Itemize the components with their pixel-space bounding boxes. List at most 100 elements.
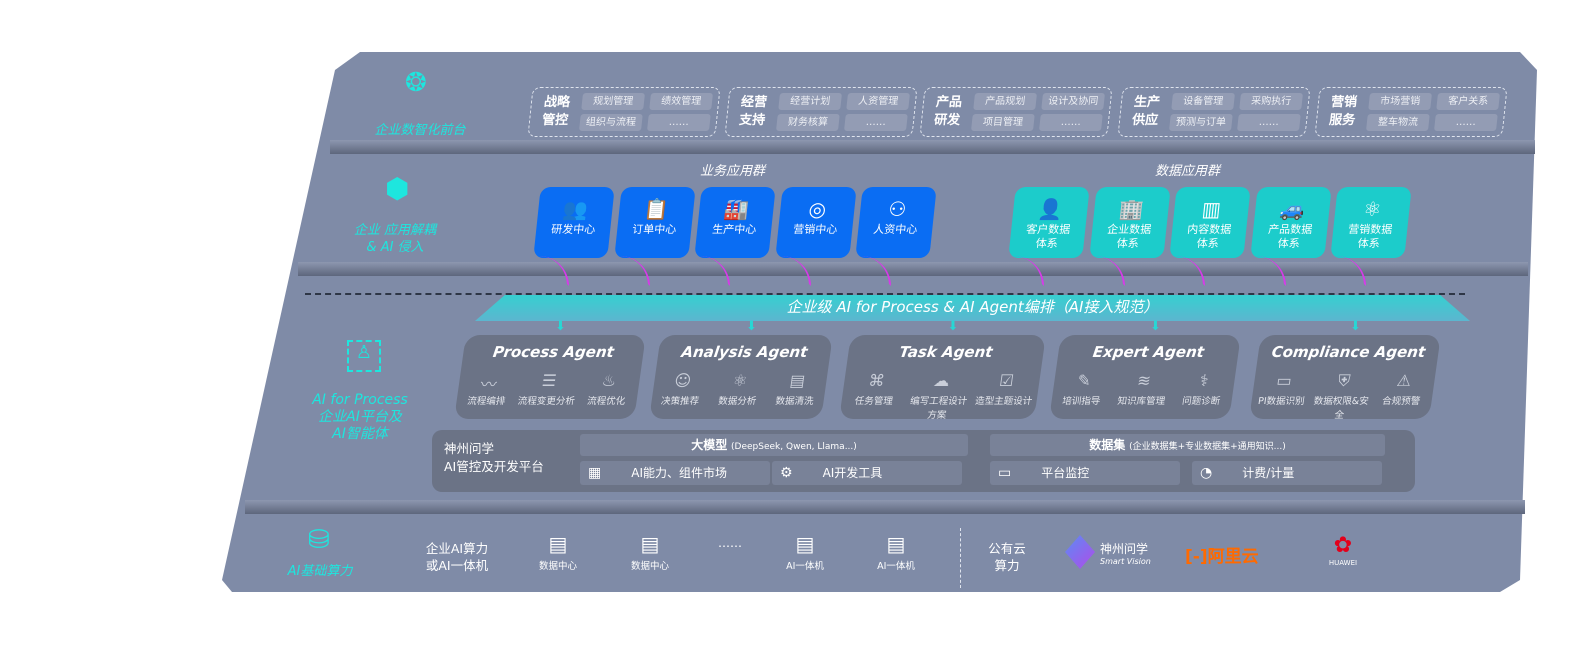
app-tile-label: 人资中心 bbox=[872, 223, 918, 236]
orchestration-bar: 企业级 AI for Process & AI Agent编排（AI接入规范） bbox=[475, 295, 1470, 321]
agent-capability[interactable]: ☰ 流程变更分析 bbox=[516, 371, 580, 407]
server-icon: ▤ bbox=[640, 532, 660, 556]
vendor-huawei: ✿ HUAWEI bbox=[1326, 533, 1360, 567]
agent-capability[interactable]: ☺ 决策推荐 bbox=[651, 371, 713, 407]
agent-capability[interactable]: ▤ 数据清洗 bbox=[765, 371, 827, 407]
capability-chip[interactable]: 产品规划 bbox=[973, 93, 1037, 110]
down-arrow-icon: ⬇ bbox=[1350, 319, 1361, 334]
list-icon: ☰ bbox=[540, 371, 558, 390]
capability-chip[interactable]: 项目管理 bbox=[971, 114, 1035, 131]
optimize-icon: ♨ bbox=[600, 371, 618, 390]
capability-chip[interactable]: 整车物流 bbox=[1366, 114, 1430, 131]
agent-capability[interactable]: ⛨ 数据权限&安全 bbox=[1309, 371, 1375, 421]
app-tile[interactable]: 📋 订单中心 bbox=[613, 187, 696, 258]
capability-chip[interactable]: 设计及协同 bbox=[1041, 93, 1105, 110]
agent-capability[interactable]: ⚠ 合规预警 bbox=[1371, 371, 1435, 407]
app-tile[interactable]: ⚛ 营销数据体系 bbox=[1330, 187, 1412, 258]
model-header: 大模型 (DeepSeek, Qwen, Llama...) bbox=[580, 434, 968, 456]
capability-chip[interactable]: 市场营销 bbox=[1368, 93, 1432, 110]
agent-card[interactable]: Expert Agent ✎ 培训指导 ≋ 知识库管理 ⚕ 问题诊断 bbox=[1049, 335, 1241, 419]
network-icon: ⌘ bbox=[867, 371, 887, 390]
target-icon: ◎ bbox=[806, 197, 827, 221]
layer-label-ai: AI for Process 企业AI平台及 AI智能体 bbox=[312, 392, 408, 442]
capability-label: 问题诊断 bbox=[1181, 396, 1221, 407]
app-tile[interactable]: ▥ 内容数据体系 bbox=[1169, 187, 1251, 258]
agent-capability[interactable]: ✎ 培训指导 bbox=[1051, 371, 1115, 407]
capability-chip[interactable]: 设备管理 bbox=[1171, 93, 1235, 110]
layer-label-front: 企业数智化前台 bbox=[374, 123, 466, 138]
market-icon: ▦ bbox=[588, 465, 602, 481]
agent-capability[interactable]: ⚛ 数据分析 bbox=[708, 371, 770, 407]
capability-chip[interactable]: …… bbox=[844, 114, 908, 131]
agent-title: Analysis Agent bbox=[680, 343, 809, 361]
agent-capability[interactable]: ⚕ 问题诊断 bbox=[1171, 371, 1235, 407]
compute-node: …… bbox=[700, 532, 760, 550]
capability-label: 造型主题设计 bbox=[974, 396, 1033, 407]
server-icon: ▤ bbox=[886, 532, 906, 556]
capability-chip[interactable]: 组织与流程 bbox=[579, 114, 643, 131]
compute-node-label: 数据中心 bbox=[630, 561, 669, 572]
training-icon: ✎ bbox=[1076, 371, 1093, 390]
capability-label: 流程变更分析 bbox=[516, 396, 576, 407]
app-tile[interactable]: 👤 客户数据体系 bbox=[1008, 187, 1090, 258]
agent-capability[interactable]: ▭ PI数据识别 bbox=[1251, 371, 1315, 407]
capability-chip[interactable]: 经营计划 bbox=[778, 93, 842, 110]
app-tile-label: 研发中心 bbox=[550, 223, 596, 236]
agent-card[interactable]: Task Agent ⌘ 任务管理 ☁ 编写工程设计方案 ☑ 造型主题设计 bbox=[839, 335, 1046, 421]
app-tile[interactable]: 👥 研发中心 bbox=[533, 187, 615, 258]
agent-card[interactable]: Analysis Agent ☺ 决策推荐 ⚛ 数据分析 ▤ 数据清洗 bbox=[649, 335, 833, 419]
platform-item[interactable]: ▦ AI能力、组件市场 bbox=[580, 461, 770, 485]
capability-label: 合规预警 bbox=[1381, 396, 1421, 407]
vertical-divider bbox=[960, 528, 961, 588]
agent-capability[interactable]: ⌘ 任务管理 bbox=[841, 371, 910, 407]
capability-chip[interactable]: …… bbox=[1434, 114, 1498, 131]
capability-label: 编写工程设计方案 bbox=[909, 396, 968, 421]
head-icon: ☺ bbox=[673, 371, 693, 390]
capability-chip[interactable]: 客户关系 bbox=[1436, 93, 1500, 110]
compute-node-label: 数据中心 bbox=[538, 561, 577, 572]
capability-label: 数据分析 bbox=[717, 396, 757, 407]
capability-chip[interactable]: 采购执行 bbox=[1239, 93, 1303, 110]
capability-chip[interactable]: 预测与订单 bbox=[1169, 114, 1233, 131]
layer-divider bbox=[298, 262, 1528, 276]
platform-item[interactable]: ◔ 计费/计量 bbox=[1192, 461, 1382, 485]
app-tile[interactable]: ⚇ 人资中心 bbox=[855, 187, 937, 258]
agent-capability[interactable]: ≋ 知识库管理 bbox=[1111, 371, 1175, 407]
dev-tool-icon: ⚙ bbox=[780, 465, 793, 481]
agent-capability[interactable]: 〰流程编排 bbox=[456, 371, 520, 407]
front-group: 经营支持 经营计划 人资管理 财务核算…… bbox=[724, 87, 918, 137]
dataset-header: 数据集 (企业数据集+专业数据集+通用知识...) bbox=[990, 434, 1385, 456]
ellipsis: …… bbox=[718, 536, 742, 550]
app-tile-label: 企业数据体系 bbox=[1106, 223, 1152, 250]
app-tile[interactable]: ◎ 营销中心 bbox=[774, 187, 857, 258]
agent-title: Task Agent bbox=[898, 343, 994, 361]
capability-chip[interactable]: …… bbox=[1237, 114, 1301, 131]
capability-chip[interactable]: 财务核算 bbox=[776, 114, 840, 131]
shield-icon: ⛨ bbox=[1336, 371, 1352, 390]
app-tile[interactable]: 🏭 生产中心 bbox=[694, 187, 776, 258]
capability-label: 培训指导 bbox=[1061, 396, 1102, 407]
server-icon: ▤ bbox=[795, 532, 815, 556]
vendor-smart-vision: 神州问学 Smart Vision bbox=[1100, 542, 1151, 566]
agent-card[interactable]: Compliance Agent ▭ PI数据识别 ⛨ 数据权限&安全 ⚠ 合规预警 bbox=[1249, 335, 1441, 421]
capability-chip[interactable]: 规划管理 bbox=[581, 93, 645, 110]
app-tile[interactable]: 🏢 企业数据体系 bbox=[1088, 187, 1171, 258]
app-tile[interactable]: 🚙 产品数据体系 bbox=[1249, 187, 1332, 258]
vendor-aliyun: [-]阿里云 bbox=[1185, 547, 1259, 567]
ai-platform-panel: 神州问学 AI管控及开发平台 大模型 (DeepSeek, Qwen, Llama… bbox=[432, 430, 1415, 492]
agent-capability[interactable]: ☁ 编写工程设计方案 bbox=[904, 371, 975, 421]
capability-chip[interactable]: …… bbox=[1039, 114, 1103, 131]
app-tile-label: 订单中心 bbox=[631, 223, 677, 236]
huawei-logo-icon: ✿ bbox=[1333, 533, 1353, 558]
agent-capability[interactable]: ♨ 流程优化 bbox=[576, 371, 640, 407]
front-group: 战略管控 规划管理 绩效管理 组织与流程…… bbox=[527, 87, 721, 137]
layer-divider bbox=[330, 140, 1535, 154]
agent-card[interactable]: Process Agent 〰流程编排 ☰ 流程变更分析 ♨ 流程优化 bbox=[454, 335, 646, 419]
agent-capability[interactable]: ☑ 造型主题设计 bbox=[971, 371, 1040, 407]
platform-item[interactable]: ⚙ AI开发工具 bbox=[772, 461, 962, 485]
down-arrow-icon: ⬇ bbox=[555, 319, 566, 334]
capability-chip[interactable]: …… bbox=[647, 114, 711, 131]
platform-item[interactable]: ▭ 平台监控 bbox=[990, 461, 1180, 485]
capability-chip[interactable]: 绩效管理 bbox=[649, 93, 713, 110]
capability-chip[interactable]: 人资管理 bbox=[846, 93, 910, 110]
